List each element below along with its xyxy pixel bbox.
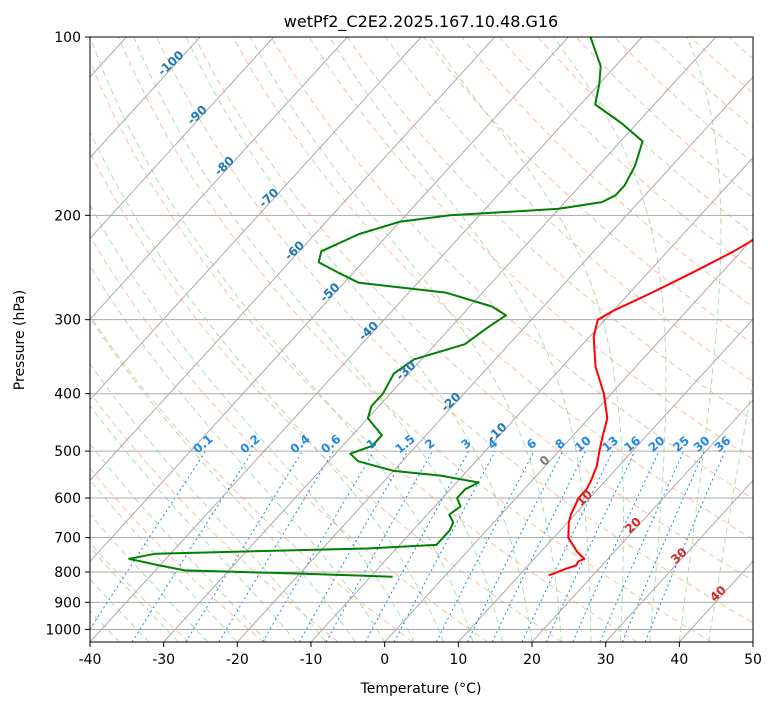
isotherm <box>163 37 717 642</box>
isotherm <box>90 37 201 159</box>
chart-title: wetPf2_C2E2.2025.167.10.48.G16 <box>284 12 558 32</box>
moist-adiabats <box>90 37 753 642</box>
mixing-ratio-line <box>325 450 433 642</box>
mixing-ratio-line <box>435 450 535 642</box>
isotherm <box>236 76 753 642</box>
dry-adiabat <box>767 37 775 642</box>
moist-adiabat <box>90 264 386 642</box>
x-axis-label: Temperature (°C) <box>360 681 482 697</box>
isotherm <box>90 37 643 642</box>
y-tick-label: 100 <box>54 30 81 46</box>
mixing-ratio-line <box>90 450 207 631</box>
moist-adiabat <box>708 378 753 642</box>
mixing-ratio-line <box>298 450 409 642</box>
mixing-ratio-line <box>572 450 660 642</box>
x-tick-label: 20 <box>523 652 541 668</box>
dry-adiabat <box>232 37 753 540</box>
isotherm <box>605 479 753 642</box>
isotherm <box>457 318 753 642</box>
isotherm <box>90 37 422 401</box>
moist-adiabat <box>249 37 562 642</box>
moist-adiabat <box>553 37 667 642</box>
isotherm <box>90 37 348 320</box>
moist-adiabat <box>90 204 415 642</box>
y-axis-label: Pressure (hPa) <box>12 290 28 390</box>
moist-adiabat <box>428 37 624 642</box>
mixing-ratio-line <box>218 450 334 642</box>
moist-adiabat <box>90 404 297 642</box>
mixing-ratio-line <box>599 450 685 642</box>
mixing-ratio-line <box>644 450 726 642</box>
isotherm <box>752 641 753 642</box>
dry-adiabat <box>90 60 638 642</box>
dry-adiabats <box>90 37 775 642</box>
dry-adiabat <box>90 151 563 642</box>
dewpoint-trace <box>128 37 644 578</box>
isotherm-lines <box>90 37 753 642</box>
y-tick-label: 500 <box>54 444 81 460</box>
mixing-ratio-line <box>521 450 614 642</box>
plot-frame <box>89 36 754 643</box>
plot-background <box>90 37 753 642</box>
x-tick-label: 50 <box>744 652 762 668</box>
isotherm <box>384 237 753 642</box>
mixing-ratio-line <box>185 450 304 642</box>
dry-adiabat <box>156 37 753 624</box>
dry-adiabat <box>270 37 753 500</box>
dry-adiabat <box>118 37 712 642</box>
dry-adiabat <box>90 235 488 642</box>
moist-adiabat <box>328 37 592 642</box>
mixing-ratio-line <box>545 450 636 642</box>
mixing-ratio-line <box>621 450 705 642</box>
isotherm <box>90 37 569 563</box>
y-tick-label: 1000 <box>45 622 81 638</box>
x-tick-label: -20 <box>226 652 249 668</box>
y-tick-label: 400 <box>54 387 81 403</box>
x-tick-label: -30 <box>152 652 175 668</box>
isotherm <box>310 156 753 642</box>
y-tick-label: 300 <box>54 313 81 329</box>
moist-adiabat <box>185 37 533 642</box>
isotherm <box>90 37 496 482</box>
moist-adiabat <box>90 317 356 642</box>
moist-adiabat <box>90 363 327 642</box>
x-tick-label: 10 <box>449 652 467 668</box>
x-tick-label: 30 <box>597 652 615 668</box>
x-tick-label: -40 <box>79 652 102 668</box>
x-tick-label: -10 <box>300 652 323 668</box>
y-tick-label: 600 <box>54 491 81 507</box>
moist-adiabat <box>90 130 445 642</box>
moist-adiabat <box>133 37 503 642</box>
mixing-ratio-line <box>262 450 375 642</box>
dry-adiabat <box>346 37 753 421</box>
x-tick-label: 0 <box>380 652 389 668</box>
y-tick-label: 900 <box>54 595 81 611</box>
mixing-ratio-line <box>467 450 564 642</box>
y-tick-label: 700 <box>54 531 81 547</box>
dry-adiabat <box>194 37 753 582</box>
isotherm <box>90 37 275 240</box>
moist-adiabat <box>678 37 722 642</box>
dry-adiabat <box>308 37 753 460</box>
sounding-traces <box>128 37 753 578</box>
y-tick-label: 800 <box>54 565 81 581</box>
isotherm <box>531 399 753 642</box>
temperature-trace <box>548 238 753 577</box>
dry-adiabat <box>90 467 264 642</box>
moist-adiabat <box>90 37 474 642</box>
x-axis: -40 -30 -20 -10 0 10 20 30 40 50 <box>79 642 762 668</box>
dry-adiabat <box>90 542 190 642</box>
isobar-gridlines <box>90 37 753 630</box>
mixing-ratio-line <box>364 450 470 642</box>
y-tick-label: 200 <box>54 208 81 224</box>
x-tick-label: 40 <box>670 652 688 668</box>
y-axis: 100 200 300 400 500 600 700 800 900 1000 <box>45 30 90 638</box>
